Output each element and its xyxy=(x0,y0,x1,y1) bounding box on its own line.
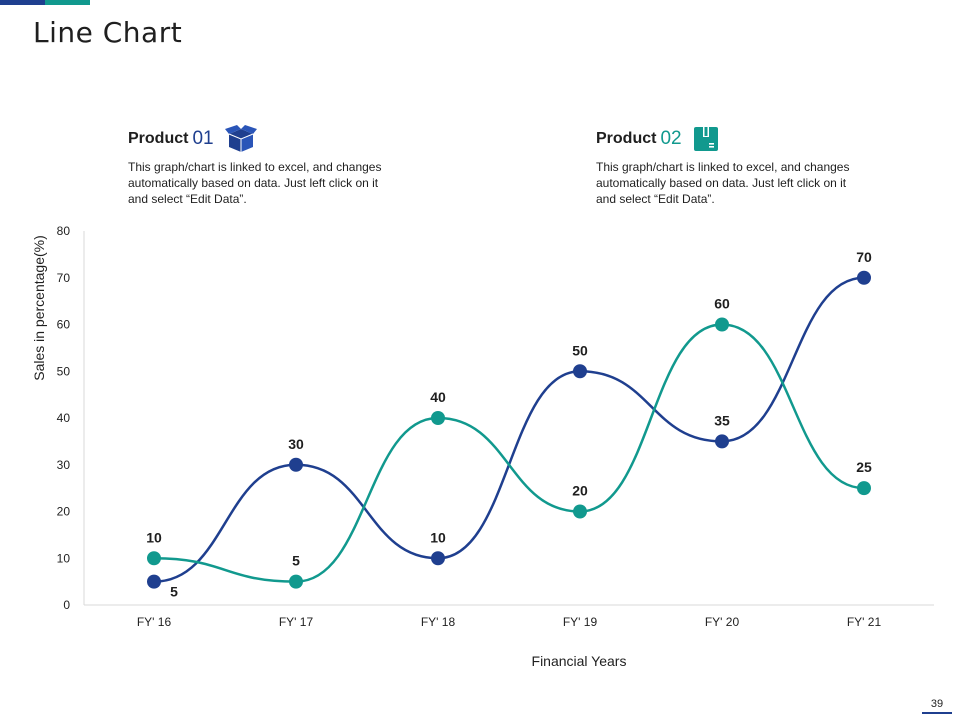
x-tick-label: FY' 20 xyxy=(705,615,740,629)
y-axis-title: Sales in percentage(%) xyxy=(31,235,47,381)
x-tick-label: FY' 16 xyxy=(137,615,172,629)
series-1-point xyxy=(715,434,729,449)
y-tick-label: 50 xyxy=(57,364,71,378)
x-tick-label: FY' 19 xyxy=(563,615,598,629)
series-2-data-label: 60 xyxy=(714,296,730,312)
series-1-point xyxy=(147,574,161,589)
series-2-point xyxy=(857,481,871,496)
series-1-data-label: 30 xyxy=(288,436,304,452)
y-tick-label: 60 xyxy=(57,318,71,332)
product-01-label: Product xyxy=(128,130,189,147)
y-tick-label: 80 xyxy=(57,224,71,238)
y-tick-label: 40 xyxy=(57,411,71,425)
y-tick-label: 20 xyxy=(57,505,71,519)
product-01-description: This graph/chart is linked to excel, and… xyxy=(128,160,382,206)
series-1-point xyxy=(289,457,303,472)
open-box-icon xyxy=(224,125,258,153)
series-1-data-label: 5 xyxy=(170,584,178,600)
series-1-point xyxy=(857,270,871,285)
product-02-description: This graph/chart is linked to excel, and… xyxy=(596,160,850,206)
product-01-number: 01 xyxy=(192,128,214,149)
series-1-point xyxy=(573,364,587,379)
series-2-data-label: 10 xyxy=(146,529,162,545)
series-2-line xyxy=(153,323,865,583)
product-01-block: Product 01 This graph/chart is linked to… xyxy=(128,124,418,207)
y-tick-label: 30 xyxy=(57,458,71,472)
series-2-data-label: 5 xyxy=(292,553,300,569)
x-tick-label: FY' 18 xyxy=(421,615,456,629)
accent-bar-teal xyxy=(45,0,90,5)
series-2-data-label: 20 xyxy=(572,483,588,499)
series-1-data-label: 50 xyxy=(572,342,588,358)
series-2-point xyxy=(431,411,445,425)
accent-bar-blue xyxy=(0,0,45,5)
series-1-data-label: 10 xyxy=(430,529,446,545)
series-2-data-label: 40 xyxy=(430,389,446,405)
x-axis-title: Financial Years xyxy=(532,653,627,669)
page-title: Line Chart xyxy=(33,16,183,49)
series-1-data-label: 35 xyxy=(714,412,730,428)
series-1-point xyxy=(431,551,445,566)
series-2-data-label: 25 xyxy=(856,459,872,475)
series-2-point xyxy=(147,551,161,566)
page-number: 39 xyxy=(922,698,952,714)
product-01-heading: Product 01 xyxy=(128,124,418,154)
y-tick-label: 10 xyxy=(57,551,71,565)
product-02-label: Product xyxy=(596,130,657,147)
product-02-heading: Product 02 xyxy=(596,124,886,154)
series-1-data-label: 70 xyxy=(856,249,872,265)
product-02-block: Product 02 This graph/chart is linked to… xyxy=(596,124,886,207)
x-tick-label: FY' 17 xyxy=(279,615,314,629)
y-tick-label: 70 xyxy=(57,271,71,285)
series-1-line xyxy=(153,276,865,583)
series-2-point xyxy=(289,574,303,589)
x-tick-label: FY' 21 xyxy=(847,615,882,629)
product-02-number: 02 xyxy=(660,128,682,149)
package-box-icon xyxy=(692,125,720,153)
series-2-point xyxy=(715,317,729,332)
y-tick-label: 0 xyxy=(63,598,70,612)
series-2-point xyxy=(573,504,587,519)
